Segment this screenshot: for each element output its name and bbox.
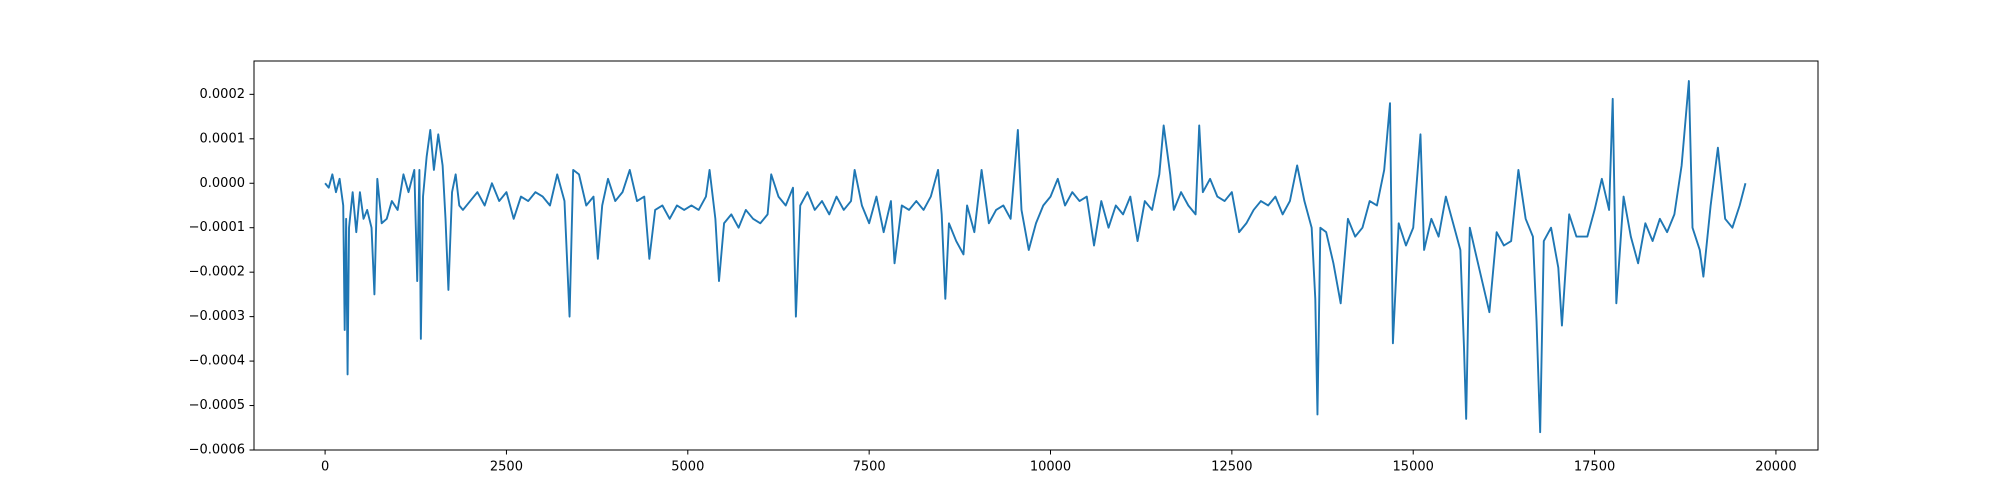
y-tick-label: −0.0004 [189,354,245,369]
y-tick-label: 0.0001 [200,131,246,146]
x-tick-label: 10000 [1030,460,1071,475]
y-tick-label: −0.0001 [189,220,245,235]
y-tick-label: −0.0005 [189,398,245,413]
y-tick-label: −0.0002 [189,265,245,280]
y-tick-label: 0.0002 [200,87,246,102]
x-tick-label: 15000 [1393,460,1434,475]
line-series [324,80,1747,434]
y-tick-label: −0.0003 [189,309,245,324]
y-tick-label: −0.0006 [189,443,245,458]
x-tick-label: 2500 [490,460,523,475]
y-tick-label: 0.0000 [200,176,246,191]
x-tick-label: 7500 [853,460,886,475]
plot-frame [253,60,1819,451]
x-tick-label: 12500 [1211,460,1252,475]
x-tick-label: 20000 [1755,460,1796,475]
x-tick-label: 5000 [671,460,704,475]
x-tick-label: 17500 [1574,460,1615,475]
x-tick-label: 0 [321,460,329,475]
